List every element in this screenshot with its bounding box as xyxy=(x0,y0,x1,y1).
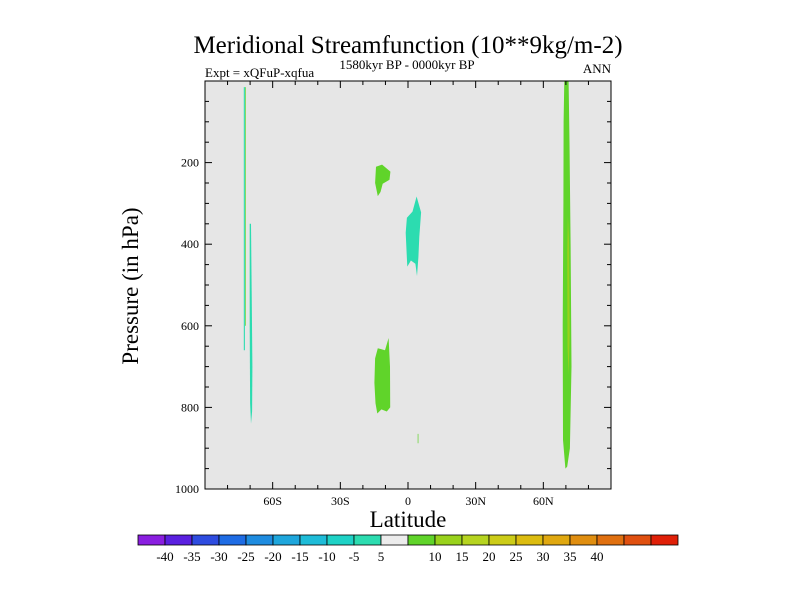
contour-strip-pos-72 xyxy=(245,87,246,326)
plot-background xyxy=(205,81,611,489)
colorbar-label: -10 xyxy=(318,549,335,564)
contour-region-pos-71-inner xyxy=(567,215,570,375)
colorbar-swatch xyxy=(461,534,490,546)
x-tick-label: 60N xyxy=(533,494,554,508)
colorbar-swatch xyxy=(380,534,409,546)
colorbar-swatch xyxy=(326,534,355,546)
x-axis-label: Latitude xyxy=(370,507,447,532)
colorbar-label: -30 xyxy=(210,549,227,564)
colorbar-label: -40 xyxy=(156,549,173,564)
x-tick-label: 30N xyxy=(465,494,486,508)
y-tick-label: 200 xyxy=(181,156,199,170)
colorbar-swatch xyxy=(569,534,598,546)
contour-region-pos-12-upper xyxy=(375,164,391,197)
y-tick-label: 600 xyxy=(181,319,199,333)
axis-ticks xyxy=(204,80,612,490)
x-tick-labels: 60S 30S 0 30N 60N xyxy=(263,494,554,508)
colorbar-label: -20 xyxy=(264,549,281,564)
contour-tick-pos-4 xyxy=(417,433,419,444)
y-tick-labels: 200 400 600 800 1000 xyxy=(175,156,199,496)
colorbar-label: 5 xyxy=(378,549,385,564)
colorbar-label: 10 xyxy=(429,549,442,564)
colorbar-label: 20 xyxy=(483,549,496,564)
colorbar-swatch xyxy=(137,534,166,546)
time-range-label: 1580kyr BP - 0000kyr BP xyxy=(339,57,474,72)
colorbar-label: 30 xyxy=(537,549,550,564)
colorbar-swatch xyxy=(299,534,328,546)
y-tick-label: 400 xyxy=(181,237,199,251)
colorbar-swatch xyxy=(164,534,193,546)
colorbar-label: -5 xyxy=(349,549,360,564)
contour-regions xyxy=(243,81,572,469)
colorbar-label: 25 xyxy=(510,549,523,564)
y-axis-label: Pressure (in hPa) xyxy=(118,207,143,364)
chart-title: Meridional Streamfunction (10**9kg/m-2) xyxy=(193,32,622,59)
contour-region-pos-12-lower xyxy=(374,338,391,414)
y-tick-label: 800 xyxy=(181,400,199,414)
y-tick-label: 1000 xyxy=(175,482,199,496)
experiment-label: Expt = xQFuP-xqfua xyxy=(205,65,314,80)
season-label: ANN xyxy=(583,61,612,76)
colorbar-swatch xyxy=(245,534,274,546)
colorbar-label: -15 xyxy=(291,549,308,564)
colorbar-swatch xyxy=(218,534,247,546)
contour-region-pos-69 xyxy=(562,81,572,469)
contour-strip-neg-73 xyxy=(243,87,245,351)
colorbar-swatch xyxy=(542,534,571,546)
colorbar-swatch xyxy=(434,534,463,546)
colorbar-swatch xyxy=(191,534,220,546)
colorbar-swatch xyxy=(515,534,544,546)
colorbar-swatch xyxy=(650,534,679,546)
contour-region-neg-70 xyxy=(249,223,253,424)
colorbar-labels: -40 -35 -30 -25 -20 -15 -10 -5 5 10 15 20 25 30 35 40 xyxy=(156,549,603,564)
colorbar-label: 15 xyxy=(456,549,469,564)
contour-region-neg-1 xyxy=(405,196,422,276)
x-tick-label: 60S xyxy=(263,494,282,508)
colorbar-swatch xyxy=(623,534,652,546)
colorbar-swatch xyxy=(272,534,301,546)
colorbar-label: -25 xyxy=(237,549,254,564)
colorbar-label: -35 xyxy=(183,549,200,564)
colorbar-swatch xyxy=(407,534,436,546)
colorbar-label: 35 xyxy=(564,549,577,564)
x-tick-label: 0 xyxy=(405,494,411,508)
colorbar-swatch xyxy=(596,534,625,546)
colorbar-swatch xyxy=(353,534,382,546)
colorbar-swatch xyxy=(488,534,517,546)
colorbar-label: 40 xyxy=(591,549,604,564)
x-tick-label: 30S xyxy=(331,494,350,508)
colorbar xyxy=(137,534,679,546)
